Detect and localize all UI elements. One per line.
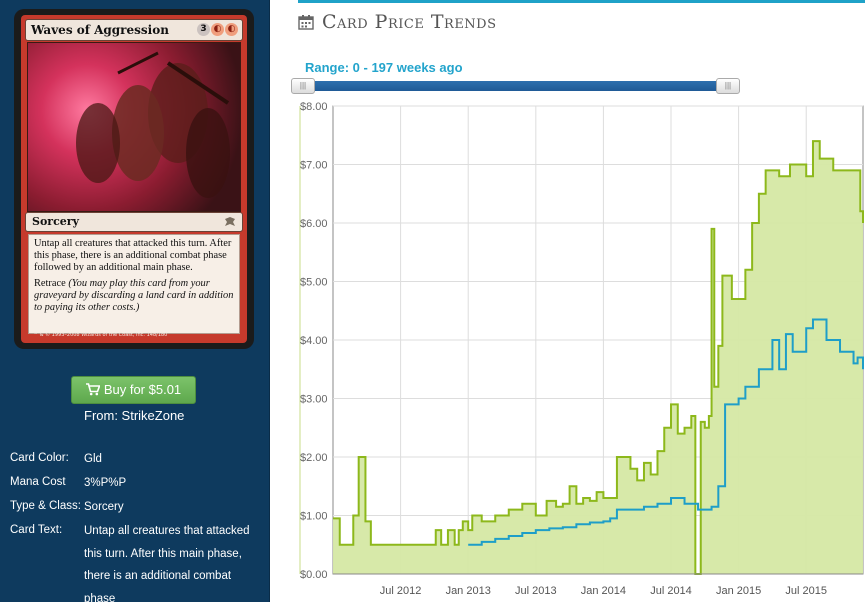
retrace-keyword: Retrace: [34, 278, 66, 289]
retrace-reminder: (You may play this card from your gravey…: [34, 278, 234, 313]
card-rules-text: Untap all creatures that attacked this t…: [34, 238, 232, 273]
x-axis-labels: Jul 2012 Jan 2013 Jul 2013 Jan 2014 Jul 2014…: [380, 585, 827, 597]
y-axis-labels: $0.00 $1.00 $2.00 $3.00 $4.00 $5.00 $6.00 $7.00…: [300, 101, 328, 581]
y-tick-label: $5.00: [300, 277, 328, 289]
info-value: Sorcery: [84, 501, 124, 513]
card-rules-box: Untap all creatures that attacked this t…: [28, 234, 240, 334]
info-value: 3%P%P: [84, 477, 127, 489]
series-line-retail: [333, 140, 864, 575]
series-area-fill: [333, 141, 863, 574]
y-tick-label: $7.00: [300, 160, 328, 172]
x-tick-label: Jul 2012: [380, 585, 422, 597]
x-tick-label: Jul 2014: [650, 585, 692, 597]
chart-plot-area: [333, 140, 864, 575]
y-tick-label: $1.00: [300, 511, 328, 523]
cart-icon: [85, 383, 100, 396]
mana-generic-icon: 3: [197, 23, 210, 36]
card-type-line: Sorcery: [25, 212, 243, 232]
mana-hybrid-icon: ◐: [211, 23, 224, 36]
x-tick-label: Jul 2013: [515, 585, 557, 597]
page-header: Card Price Trends: [298, 10, 497, 34]
y-tick-label: $4.00: [300, 335, 328, 347]
price-chart: $0.00 $1.00 $2.00 $3.00 $4.00 $5.00 $6.00 $7.00…: [296, 100, 865, 602]
info-value: Gld: [84, 453, 102, 465]
card-name-text: Waves of Aggression: [31, 23, 169, 37]
page-title: Card Price Trends: [322, 11, 497, 33]
y-tick-label: $2.00: [300, 452, 328, 464]
accent-bar: [298, 0, 865, 3]
info-label: Mana Cost: [10, 476, 66, 488]
series-line-buylist: [468, 318, 864, 546]
card-art: [27, 42, 241, 212]
mana-cost-symbols: 3 ◐ ◐: [197, 23, 238, 36]
range-slider-handle-end[interactable]: |||: [716, 78, 740, 94]
card-image: Waves of Aggression 3 ◐ ◐ Sorcer: [14, 9, 254, 349]
info-label: Card Color:: [10, 452, 69, 464]
buy-button[interactable]: Buy for $5.01: [71, 376, 196, 404]
card-name: Waves of Aggression 3 ◐ ◐: [25, 19, 243, 41]
y-tick-label: $6.00: [300, 218, 328, 230]
x-tick-label: Jan 2015: [716, 585, 761, 597]
card-sidebar: Waves of Aggression 3 ◐ ◐ Sorcer: [0, 0, 270, 602]
info-value: Untap all creatures that attacked this t…: [84, 525, 250, 602]
x-tick-label: Jan 2013: [446, 585, 491, 597]
seller-name: From: StrikeZone: [84, 408, 185, 423]
buy-button-label: Buy for $5.01: [103, 382, 182, 397]
info-label: Type & Class:: [10, 500, 81, 512]
card-retrace-text: Retrace (You may play this card from you…: [34, 278, 234, 314]
y-tick-label: $0.00: [300, 569, 328, 581]
card-type-text: Sorcery: [32, 215, 79, 228]
card-copyright: ™ & © 1993–2008 Wizards of the Coast, In…: [33, 332, 168, 338]
y-tick-label: $8.00: [300, 101, 328, 113]
card-frame: Waves of Aggression 3 ◐ ◐ Sorcer: [21, 15, 247, 343]
x-tick-label: Jan 2014: [581, 585, 626, 597]
range-slider-selection[interactable]: [300, 81, 730, 91]
set-symbol-icon: [225, 217, 235, 226]
range-slider-handle-start[interactable]: |||: [291, 78, 315, 94]
info-label: Card Text:: [10, 524, 63, 536]
range-label: Range: 0 - 197 weeks ago: [305, 60, 463, 75]
mana-hybrid-icon: ◐: [225, 23, 238, 36]
x-tick-label: Jul 2015: [785, 585, 827, 597]
y-tick-label: $3.00: [300, 394, 328, 406]
calendar-icon: [298, 15, 314, 30]
